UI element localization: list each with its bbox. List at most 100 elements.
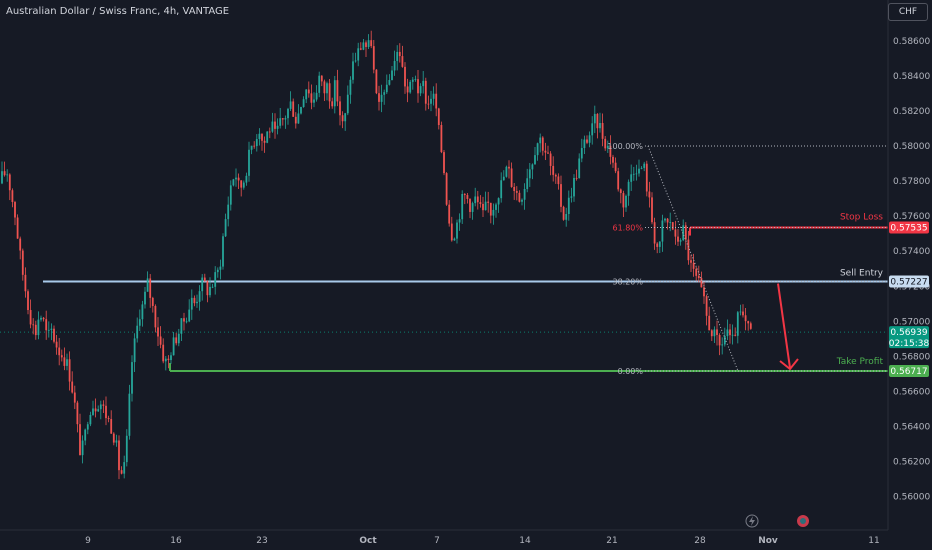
candle-body — [19, 238, 22, 251]
candle-up — [138, 309, 141, 332]
candle-down — [63, 347, 66, 371]
candle-body — [63, 357, 66, 366]
candle-up — [333, 75, 336, 114]
candle-body — [549, 153, 552, 166]
candle-body — [352, 61, 354, 80]
candle-up — [227, 196, 230, 227]
candle-up — [578, 153, 581, 179]
candle-body — [133, 338, 136, 363]
candle-body — [710, 330, 713, 337]
candle-up — [456, 219, 458, 244]
candle-body — [547, 152, 549, 154]
candle-body — [723, 336, 726, 345]
candle-down — [162, 338, 165, 364]
candle-body — [726, 329, 729, 337]
candle-up — [713, 326, 716, 343]
candle-down — [718, 333, 721, 356]
fib-level-label: 100.00% — [607, 142, 643, 151]
candle-body — [513, 186, 516, 191]
candle-body — [562, 206, 565, 220]
candle-up — [367, 34, 370, 50]
candle-body — [271, 121, 274, 132]
candle-down — [76, 400, 79, 433]
candle-body — [196, 301, 198, 304]
candle-down — [107, 415, 110, 423]
candle-body — [328, 83, 331, 102]
candle-body — [718, 334, 721, 346]
candle-body — [391, 70, 393, 81]
candle-up — [250, 145, 253, 155]
candle-down — [154, 304, 157, 333]
candle-up — [536, 142, 539, 161]
candle-up — [414, 75, 417, 82]
trade-arrow-shaft — [777, 283, 791, 369]
candle-up — [528, 162, 531, 187]
candlestick-series — [1, 30, 752, 480]
candle-up — [136, 317, 139, 343]
candle-body — [21, 250, 24, 275]
candle-up — [177, 328, 180, 347]
candle-body — [557, 176, 560, 185]
candle-up — [523, 183, 526, 210]
candle-up — [271, 112, 274, 133]
candle-up — [242, 180, 245, 190]
y-tick-label: 0.58200 — [893, 107, 930, 117]
x-tick-label: 9 — [85, 536, 91, 546]
candle-down — [16, 214, 19, 239]
candle-up — [211, 283, 214, 289]
candle-up — [409, 79, 412, 94]
candle-body — [482, 203, 484, 211]
candle-body — [341, 115, 344, 122]
candle-body — [240, 180, 243, 188]
currency-button[interactable]: CHF — [888, 3, 928, 21]
candle-down — [112, 432, 115, 446]
y-tick-label: 0.57400 — [893, 247, 930, 257]
candle-up — [258, 128, 261, 146]
candle-body — [669, 222, 672, 223]
snapshot-icon[interactable] — [797, 515, 809, 527]
candle-body — [40, 317, 42, 320]
candle-up — [627, 179, 630, 206]
candle-body — [27, 291, 29, 311]
candle-down — [695, 266, 698, 281]
candle-down — [729, 323, 731, 344]
candle-up — [385, 74, 388, 95]
candle-down — [612, 154, 614, 168]
candle-up — [248, 141, 250, 182]
candle-body — [258, 133, 261, 140]
candle-body — [307, 89, 310, 94]
candle-body — [690, 260, 692, 263]
candle-body — [445, 173, 448, 205]
candle-body — [573, 177, 575, 197]
candle-body — [567, 197, 570, 215]
candle-body — [167, 358, 170, 361]
candle-body — [471, 203, 474, 212]
candle-down — [203, 273, 206, 282]
candle-down — [8, 173, 11, 201]
candle-down — [692, 253, 695, 277]
candle-up — [682, 219, 685, 242]
lightning-icon[interactable] — [745, 514, 759, 528]
candle-body — [583, 139, 586, 149]
candle-up — [287, 107, 289, 125]
candle-body — [419, 86, 422, 94]
candle-up — [47, 321, 50, 338]
candle-body — [154, 305, 157, 328]
candle-up — [216, 267, 219, 278]
y-tick-label: 0.57600 — [893, 212, 930, 222]
candle-up — [352, 52, 354, 84]
y-tick-label: 0.56600 — [893, 388, 930, 398]
candle-body — [440, 125, 443, 153]
trade-arrow-head — [779, 358, 799, 371]
candle-body — [263, 140, 266, 143]
candle-up — [591, 116, 594, 145]
candle-body — [487, 201, 490, 203]
candle-up — [502, 170, 505, 181]
candle-body — [671, 222, 674, 230]
candle-up — [185, 317, 188, 324]
candle-body — [716, 329, 718, 335]
candle-down — [73, 385, 76, 410]
candle-body — [417, 79, 419, 94]
